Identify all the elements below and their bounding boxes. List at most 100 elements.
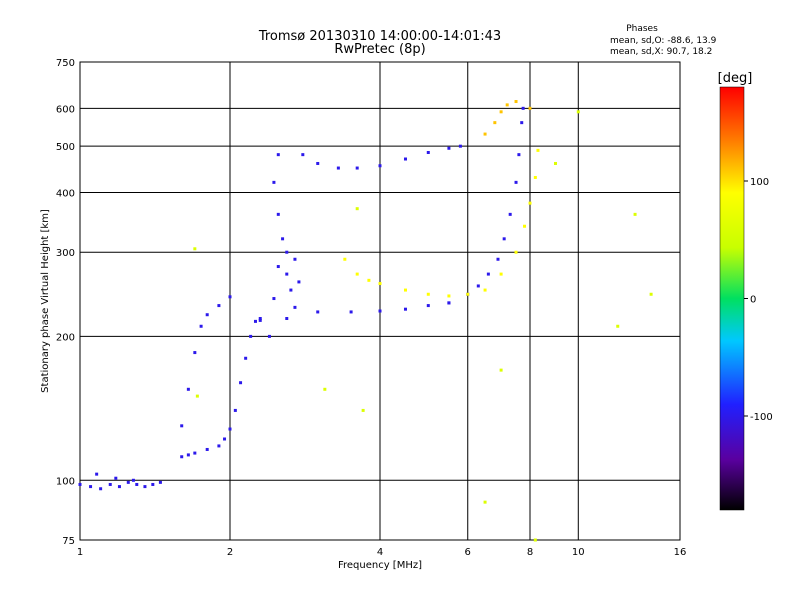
y-tick-label: 100	[56, 476, 75, 487]
data-point	[508, 212, 512, 216]
data-point	[272, 297, 276, 301]
data-point	[205, 447, 209, 451]
data-point	[378, 164, 382, 168]
colorbar-tick-label: 100	[750, 177, 769, 188]
chart-title: Tromsø 20130310 14:00:00-14:01:43	[258, 29, 501, 44]
y-tick-label: 75	[62, 536, 75, 547]
x-axis-ticks: 1 2 4 6 8 10 16	[77, 547, 687, 558]
data-point	[193, 451, 197, 455]
data-point	[180, 455, 184, 459]
data-point	[316, 310, 320, 314]
data-point	[499, 272, 503, 276]
data-point	[533, 175, 537, 179]
data-point	[649, 292, 653, 296]
data-point	[293, 305, 297, 309]
data-points	[78, 100, 653, 542]
y-tick-label: 600	[56, 104, 75, 115]
data-point	[199, 324, 203, 328]
data-point	[135, 482, 139, 486]
data-point	[403, 288, 407, 292]
data-point	[158, 480, 162, 484]
phase-note-line2: mean, sd,X: 90.7, 18.2	[610, 47, 712, 57]
colorbar	[719, 86, 745, 511]
data-point	[258, 318, 262, 322]
data-point	[553, 161, 557, 165]
data-point	[323, 387, 327, 391]
x-axis-label: Frequency [MHz]	[338, 560, 422, 571]
data-point	[483, 500, 487, 504]
data-point	[293, 257, 297, 261]
data-point	[520, 121, 524, 125]
data-point	[151, 482, 155, 486]
data-point	[249, 334, 253, 338]
data-point	[616, 324, 620, 328]
x-tick-label: 2	[227, 547, 233, 558]
data-point	[633, 212, 637, 216]
x-tick-label: 8	[527, 547, 533, 558]
data-point	[276, 212, 280, 216]
chart-subtitle: RwPretec (8p)	[334, 42, 425, 57]
data-point	[426, 304, 430, 308]
data-point	[193, 247, 197, 251]
data-point	[349, 310, 353, 314]
y-tick-label: 500	[56, 142, 75, 153]
data-point	[272, 180, 276, 184]
data-point	[403, 157, 407, 161]
data-point	[205, 313, 209, 317]
data-point	[285, 316, 289, 320]
colorbar-label: [deg]	[718, 71, 753, 86]
data-point	[239, 381, 243, 385]
data-point	[217, 444, 221, 448]
data-point	[233, 408, 237, 412]
y-axis-label: Stationary phase Virtual Height [km]	[40, 209, 51, 393]
data-point	[502, 237, 506, 241]
data-point	[301, 153, 305, 157]
y-axis-ticks: 75 100 200 300 400 500 600 750	[56, 58, 75, 547]
colorbar-ticks: 100 0 -100	[744, 177, 773, 423]
data-point	[117, 485, 121, 489]
data-point	[281, 237, 285, 241]
data-point	[355, 272, 359, 276]
data-point	[447, 294, 451, 298]
data-point	[496, 257, 500, 261]
data-point	[514, 180, 518, 184]
data-point	[476, 284, 480, 288]
data-point	[228, 427, 232, 431]
data-point	[426, 292, 430, 296]
data-point	[267, 334, 271, 338]
data-point	[289, 288, 293, 292]
data-point	[126, 480, 130, 484]
data-point	[285, 272, 289, 276]
data-point	[367, 278, 371, 282]
data-point	[528, 201, 532, 205]
data-point	[528, 106, 532, 110]
data-point	[458, 144, 462, 148]
data-point	[493, 121, 497, 125]
data-point	[186, 453, 190, 457]
data-point	[143, 485, 147, 489]
data-point	[447, 146, 451, 150]
data-point	[361, 408, 365, 412]
data-point	[343, 257, 347, 261]
data-point	[89, 485, 93, 489]
data-point	[285, 250, 289, 254]
data-point	[486, 272, 490, 276]
colorbar-tick-label: -100	[750, 412, 773, 423]
data-point	[466, 292, 470, 296]
data-point	[523, 224, 527, 228]
data-point	[180, 424, 184, 428]
colorbar-tick-label: 0	[750, 295, 756, 306]
data-point	[316, 161, 320, 165]
y-tick-label: 300	[56, 248, 75, 259]
phase-note-heading: Phases	[626, 24, 658, 34]
data-point	[576, 110, 580, 114]
x-tick-label: 1	[77, 547, 83, 558]
data-point	[447, 301, 451, 305]
x-tick-label: 10	[572, 547, 585, 558]
data-point	[217, 304, 221, 308]
data-point	[95, 472, 99, 476]
data-point	[193, 351, 197, 355]
data-point	[378, 282, 382, 286]
data-point	[517, 153, 521, 157]
